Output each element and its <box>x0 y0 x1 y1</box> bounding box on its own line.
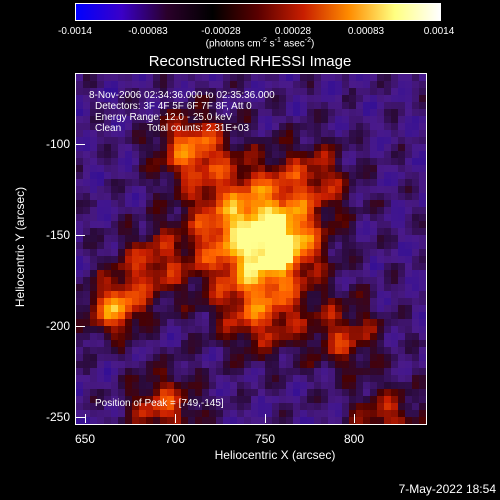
plot-title: Reconstructed RHESSI Image <box>148 53 352 70</box>
energy-range: Energy Range: 12.0 - 25.0 keV <box>95 112 233 123</box>
colorbar-tick: 0.00083 <box>347 26 385 37</box>
clean-method: Clean <box>95 123 122 134</box>
x-tickmark <box>354 414 355 423</box>
colorbar-unit: (photons cm-2 s-1 asec-2) <box>205 37 315 50</box>
x-tickmark <box>175 414 176 423</box>
y-tickmark <box>76 417 85 418</box>
y-tickmark <box>76 326 85 327</box>
y-tick: -250 <box>45 410 70 424</box>
total-counts: Total counts: 2.31E+03 <box>147 123 250 134</box>
timestamp: 7-May-2022 18:54 <box>398 482 496 496</box>
x-axis-label: Heliocentric X (arcsec) <box>214 448 336 462</box>
x-tickmark <box>265 414 266 423</box>
time-range: 8-Nov-2006 02:34:36.000 to 02:35:36.000 <box>89 90 275 101</box>
y-tickmark <box>76 144 85 145</box>
colorbar <box>75 3 441 21</box>
colorbar-tick: -0.00028 <box>201 26 241 37</box>
heatmap <box>76 74 426 424</box>
colorbar-tick: -0.0014 <box>58 26 92 37</box>
x-tick: 800 <box>343 432 365 446</box>
x-tick: 750 <box>254 432 276 446</box>
peak-position: Position of Peak = [749,-145] <box>95 398 224 409</box>
colorbar-tick: 0.0014 <box>423 26 455 37</box>
x-tick: 700 <box>164 432 186 446</box>
y-tick: -200 <box>45 319 70 333</box>
rhessi-image <box>75 73 427 425</box>
colorbar-tick: 0.00028 <box>274 26 312 37</box>
y-tick: -100 <box>45 137 70 151</box>
y-tick: -150 <box>45 228 70 242</box>
x-tickmark <box>85 414 86 423</box>
detectors: Detectors: 3F 4F 5F 6F 7F 8F, Att 0 <box>95 101 252 112</box>
y-tickmark <box>76 235 85 236</box>
x-tick: 650 <box>74 432 96 446</box>
colorbar-tick: -0.00083 <box>128 26 168 37</box>
y-axis-label: Heliocentric Y (arcsec) <box>13 186 27 308</box>
